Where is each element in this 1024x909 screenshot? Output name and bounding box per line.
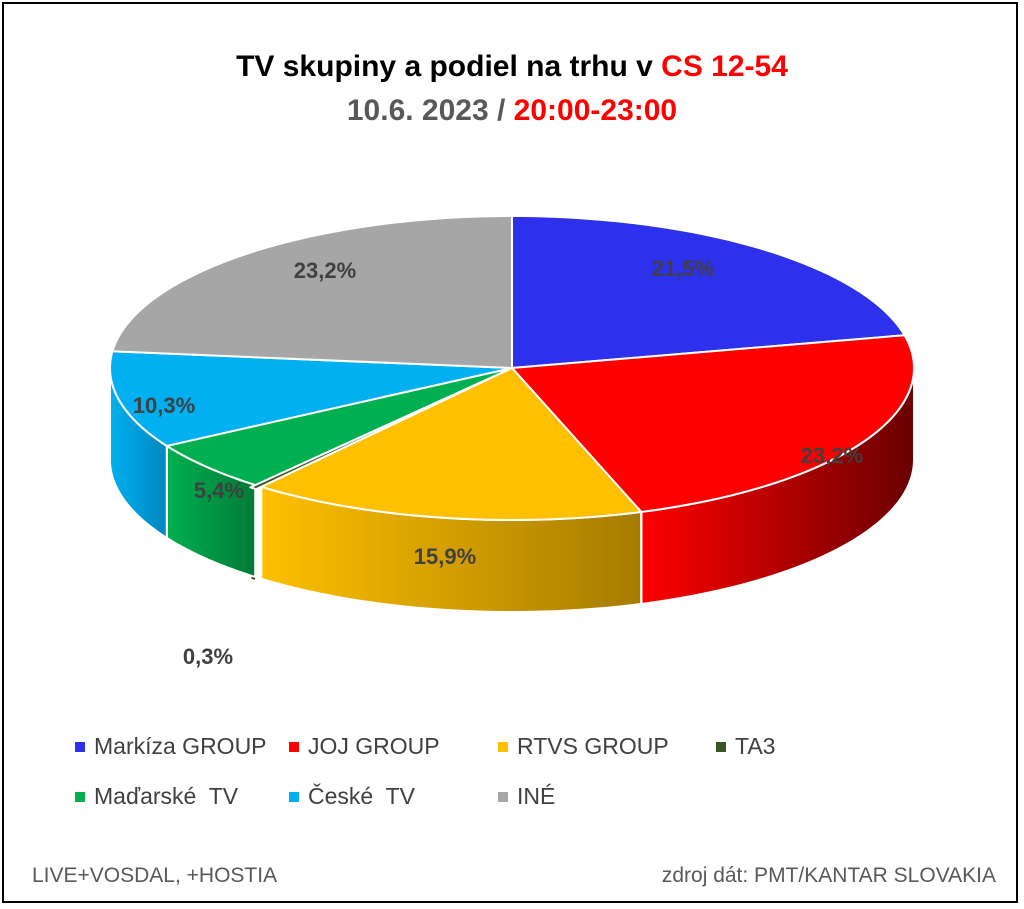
pie-tops	[109, 215, 915, 521]
legend-item-mark-za-group: Markíza GROUP	[75, 733, 267, 760]
legend-swatch	[289, 791, 299, 802]
legend-swatch	[716, 741, 726, 752]
data-label-joj-group: 23,2%	[801, 443, 863, 468]
legend-swatch	[75, 741, 85, 752]
legend-item--esk-tv: České TV	[289, 783, 415, 810]
legend-swatch	[289, 741, 299, 752]
legend-label: JOJ GROUP	[308, 733, 440, 759]
data-label-in-: 23,2%	[294, 258, 356, 283]
legend-item-ma-arsk-tv: Maďarské TV	[75, 783, 238, 810]
title-prefix: TV skupiny a podiel na trhu v	[236, 50, 662, 83]
data-label-ma-arsk-tv: 5,4%	[194, 478, 244, 503]
pie-slice-in-	[111, 215, 513, 369]
title-time-range: 20:00-23:00	[513, 94, 678, 127]
legend-label: INÉ	[517, 783, 556, 809]
legend-item-ta3: TA3	[716, 733, 775, 760]
legend-label: Markíza GROUP	[94, 733, 267, 759]
pie-slice-ma-arsk-tv	[165, 367, 513, 486]
legend-swatch	[498, 741, 508, 752]
chart-title-line2: 10.6. 2023 / 20:00-23:00	[0, 94, 1024, 128]
data-label-ta3: 0,3%	[183, 644, 233, 669]
legend-swatch	[498, 791, 508, 802]
title-date: 10.6. 2023 /	[346, 94, 514, 127]
legend-item-joj-group: JOJ GROUP	[289, 733, 440, 760]
data-label--esk-tv: 10,3%	[133, 393, 195, 418]
pie-slice-mark-za-group	[511, 215, 906, 369]
data-label-mark-za-group: 21,5%	[652, 256, 714, 281]
data-label-rtvs-group: 15,9%	[414, 544, 476, 569]
legend-item-in-: INÉ	[498, 783, 555, 810]
pie-data-labels: 21,5% 23,2% 15,9% 0,3% 5,4% 10,3% 23,2%	[133, 256, 863, 669]
legend-item-rtvs-group: RTVS GROUP	[498, 733, 669, 760]
pie-slice--esk-tv	[109, 350, 513, 447]
legend-swatch	[75, 791, 85, 802]
footer-left-note: LIVE+VOSDAL, +HOSTIA	[32, 864, 278, 887]
pie-slice-joj-group	[511, 334, 915, 513]
legend-label: RTVS GROUP	[517, 733, 669, 759]
title-highlight: CS 12-54	[661, 50, 788, 83]
footer-source: zdroj dát: PMT/KANTAR SLOVAKIA	[661, 864, 996, 887]
legend-label: Maďarské TV	[94, 783, 239, 809]
legend-label: České TV	[308, 783, 415, 809]
chart-title-line1: TV skupiny a podiel na trhu v CS 12-54	[0, 50, 1024, 84]
pie-slice-rtvs-group	[260, 367, 643, 521]
legend-label: TA3	[735, 733, 776, 759]
